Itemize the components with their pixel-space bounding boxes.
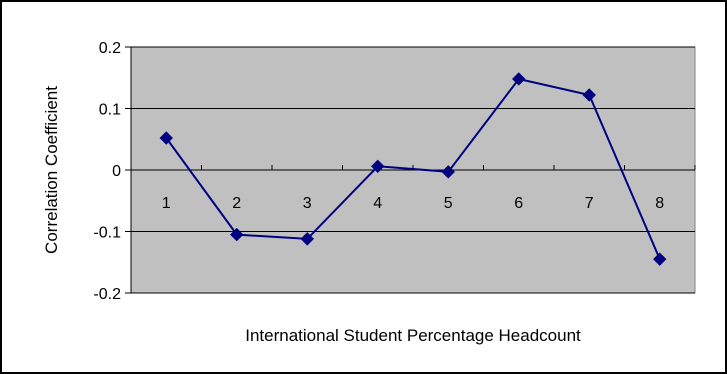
x-tick-labels: 1 2 3 4 5 6 7 8 xyxy=(162,195,665,212)
y-tick-labels: -0.2 -0.1 0 0.1 0.2 xyxy=(93,40,121,303)
x-tick-label: 2 xyxy=(232,195,241,212)
y-axis-title: Correlation Coefficient xyxy=(42,86,61,254)
data-point xyxy=(371,159,385,174)
x-axis-title: International Student Percentage Headcou… xyxy=(245,326,581,345)
data-point xyxy=(441,165,455,179)
data-point xyxy=(653,252,667,266)
data-point xyxy=(230,227,244,242)
x-tick-label: 6 xyxy=(514,195,523,212)
x-tick-label: 5 xyxy=(444,195,453,212)
y-tick-label: 0.1 xyxy=(99,102,121,119)
y-tick-label: -0.1 xyxy=(93,225,121,242)
data-point xyxy=(159,131,173,145)
x-tick-label: 7 xyxy=(585,195,594,212)
y-tick-label: 0.2 xyxy=(99,40,121,57)
series-line xyxy=(165,77,661,260)
y-tick-label: -0.2 xyxy=(93,286,121,303)
data-points xyxy=(159,72,667,266)
data-point xyxy=(300,232,314,246)
x-tick-label: 1 xyxy=(162,195,171,212)
y-tick-label: 0 xyxy=(112,163,121,180)
x-tick-label: 4 xyxy=(373,195,382,212)
data-point xyxy=(512,72,526,86)
x-tick-label: 3 xyxy=(303,195,312,212)
data-point xyxy=(582,88,596,102)
x-tick-label: 8 xyxy=(655,195,664,212)
